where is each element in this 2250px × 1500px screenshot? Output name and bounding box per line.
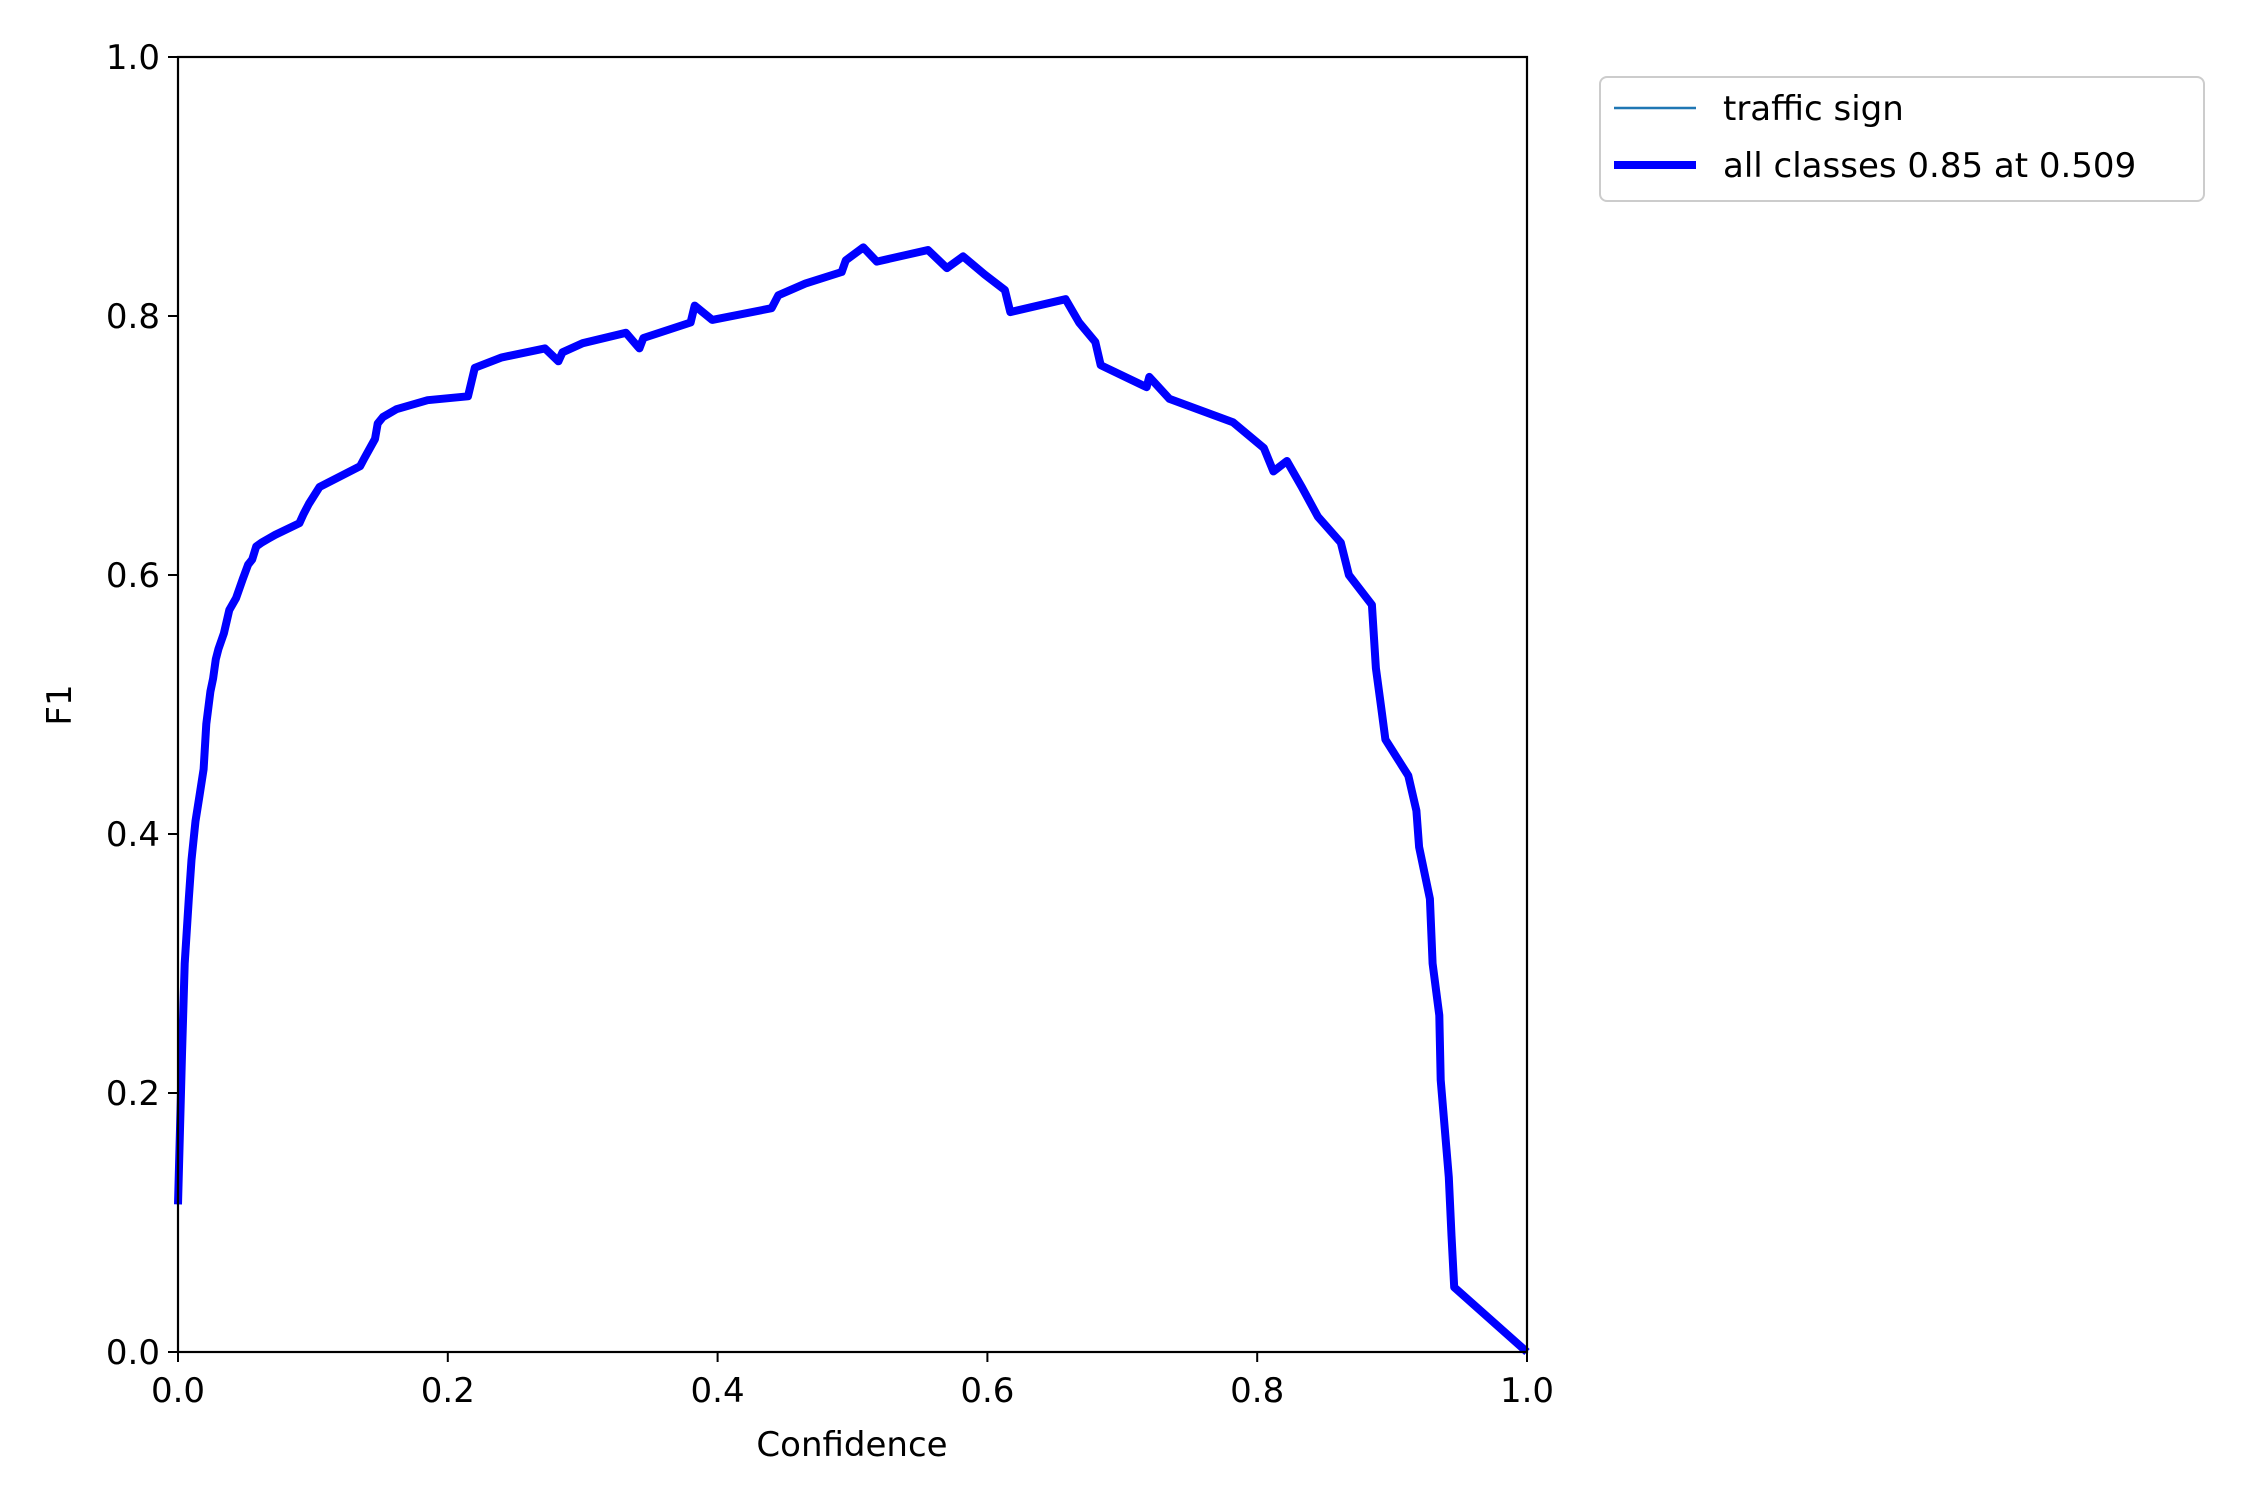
series-line-all-classes [174,243,1530,1355]
y-tick-label: 1.0 [106,38,160,78]
plot-area [174,55,1530,1355]
y-axis-ticks: 0.0 0.2 0.4 0.6 0.8 1.0 [106,38,178,1373]
x-axis-ticks: 0.0 0.2 0.4 0.6 0.8 1.0 [151,1352,1554,1411]
y-axis-label: F1 [40,684,80,725]
legend-label-all-classes: all classes 0.85 at 0.509 [1723,146,2136,186]
plot-background [178,57,1527,1352]
legend-frame [1599,76,2205,202]
x-tick-label: 0.6 [960,1371,1014,1411]
x-tick-label: 0.8 [1230,1371,1284,1411]
y-tick-label: 0.6 [106,556,160,596]
y-tick-label: 0.4 [106,815,160,855]
x-axis-label: Confidence [756,1425,947,1465]
series-layer [174,243,1530,1355]
y-tick-label: 0.8 [106,297,160,337]
legend-label-traffic-sign: traffic sign [1723,89,1904,129]
x-tick-label: 0.0 [151,1371,205,1411]
legend: traffic sign all classes 0.85 at 0.509 [1599,76,2205,202]
x-tick-label: 0.4 [691,1371,745,1411]
x-tick-label: 1.0 [1500,1371,1554,1411]
axes-frame [176,55,1529,1354]
x-tick-label: 0.2 [421,1371,475,1411]
y-tick-label: 0.2 [106,1074,160,1114]
y-tick-label: 0.0 [106,1333,160,1373]
